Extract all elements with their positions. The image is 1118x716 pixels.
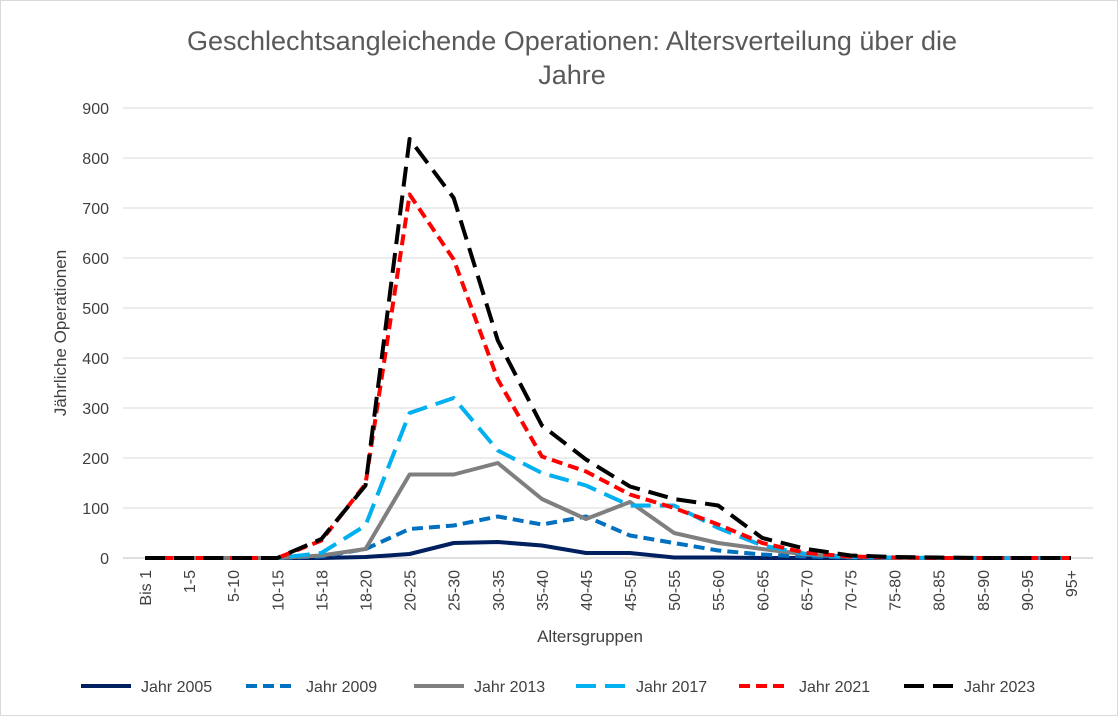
series-line-6 xyxy=(145,137,1071,560)
series-line-5 xyxy=(145,192,1071,560)
x-tick-label: 90-95 xyxy=(1020,570,1037,611)
x-tick-label: 15-18 xyxy=(314,570,331,611)
x-tick-label: 95+ xyxy=(1064,570,1081,597)
legend-label: Jahr 2017 xyxy=(636,679,707,696)
y-axis-label: Jährliche Operationen xyxy=(51,250,70,416)
chart-title-line-2: Jahre xyxy=(538,60,606,90)
x-tick-label: Bis 1 xyxy=(138,570,155,606)
y-tick-label: 0 xyxy=(100,551,109,568)
x-tick-label: 75-80 xyxy=(888,570,905,611)
y-tick-label: 700 xyxy=(82,201,109,218)
y-tick-label: 800 xyxy=(82,151,109,168)
x-tick-label: 30-35 xyxy=(491,570,508,611)
x-tick-label: 80-85 xyxy=(932,570,949,611)
legend-label: Jahr 2023 xyxy=(964,679,1035,696)
x-tick-label: 1-5 xyxy=(182,570,199,593)
y-tick-label: 200 xyxy=(82,451,109,468)
y-tick-label: 500 xyxy=(82,301,109,318)
series-line-4 xyxy=(145,396,1071,560)
x-axis-ticks: Bis 1 1-5 5-10 10-15 15-18 18-20 20-25 25-30 30-… xyxy=(138,570,1081,611)
y-axis-ticks: 0 100 200 300 400 500 600 700 800 900 xyxy=(82,101,109,568)
x-tick-label: 65-70 xyxy=(799,570,816,611)
x-tick-label: 45-50 xyxy=(623,570,640,611)
x-tick-label: 5-10 xyxy=(226,570,243,602)
x-axis-label: Altersgruppen xyxy=(537,627,643,646)
x-tick-label: 40-45 xyxy=(579,570,596,611)
legend-label: Jahr 2013 xyxy=(474,679,545,696)
y-tick-label: 100 xyxy=(82,501,109,518)
x-tick-label: 35-40 xyxy=(535,570,552,611)
chart-title-line-1: Geschlechtsangleichende Operationen: Alt… xyxy=(187,26,957,56)
x-tick-label: 70-75 xyxy=(844,570,861,611)
legend-label: Jahr 2005 xyxy=(141,679,212,696)
x-tick-label: 60-65 xyxy=(755,570,772,611)
y-tick-label: 600 xyxy=(82,251,109,268)
x-tick-label: 10-15 xyxy=(270,570,287,611)
series-line-3 xyxy=(145,461,1071,560)
x-tick-label: 25-30 xyxy=(447,570,464,611)
y-tick-label: 900 xyxy=(82,101,109,118)
x-tick-label: 85-90 xyxy=(976,570,993,611)
x-tick-label: 18-20 xyxy=(359,570,376,611)
series-lines xyxy=(145,137,1071,560)
gridlines xyxy=(123,107,1093,559)
legend-label: Jahr 2009 xyxy=(306,679,377,696)
x-tick-label: 50-55 xyxy=(667,570,684,611)
y-tick-label: 400 xyxy=(82,351,109,368)
chart-title: Geschlechtsangleichende Operationen: Alt… xyxy=(187,26,957,90)
x-tick-label: 55-60 xyxy=(711,570,728,611)
x-tick-label: 20-25 xyxy=(403,570,420,611)
legend-label: Jahr 2021 xyxy=(799,679,870,696)
y-tick-label: 300 xyxy=(82,401,109,418)
legend: Jahr 2005 Jahr 2009 Jahr 2013 Jahr 2017 Jahr… xyxy=(81,679,1035,696)
